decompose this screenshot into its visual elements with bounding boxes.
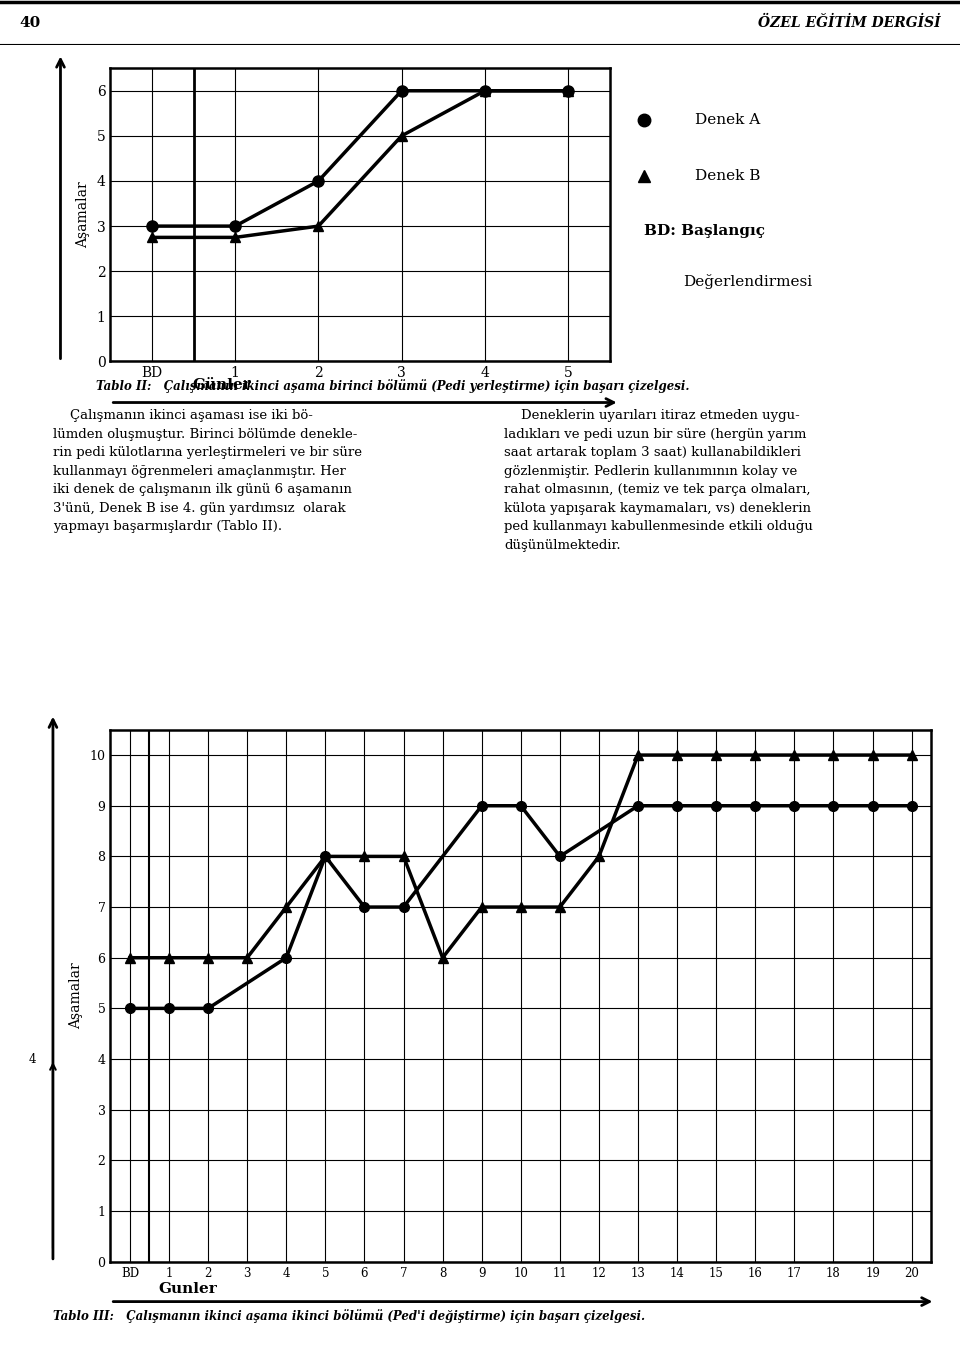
Text: 40: 40 [19, 16, 40, 30]
Text: Denek B: Denek B [695, 169, 760, 183]
Text: 4: 4 [29, 1053, 36, 1065]
Text: Tablo III:   Çalışmanın ikinci aşama ikinci bölümü (Ped'i değiştirme) için başar: Tablo III: Çalışmanın ikinci aşama ikinc… [53, 1309, 645, 1323]
Text: BD: Başlangıç: BD: Başlangıç [644, 225, 765, 239]
Text: Gunler: Gunler [158, 1282, 217, 1296]
Text: Tablo II:   Çalışmanın ikinci aşama birinci bölümü (Pedi yerleştirme) için başar: Tablo II: Çalışmanın ikinci aşama birinc… [96, 379, 689, 393]
Y-axis label: Aşamalar: Aşamalar [68, 963, 83, 1028]
Text: Günler: Günler [192, 378, 251, 391]
Text: Denek A: Denek A [695, 113, 760, 127]
Text: Deneklerin uyarıları itiraz etmeden uygu-
ladıkları ve pedi uzun bir süre (hergü: Deneklerin uyarıları itiraz etmeden uygu… [504, 409, 813, 551]
Text: ÖZEL EĞİTİM DERGİSİ: ÖZEL EĞİTİM DERGİSİ [758, 16, 941, 30]
Y-axis label: Aşamalar: Aşamalar [76, 181, 89, 248]
Text: Çalışmanın ikinci aşaması ise iki bö-
lümden oluşmuştur. Birinci bölümde denekle: Çalışmanın ikinci aşaması ise iki bö- lü… [53, 409, 362, 533]
Text: Değerlendirmesi: Değerlendirmesi [684, 274, 812, 289]
